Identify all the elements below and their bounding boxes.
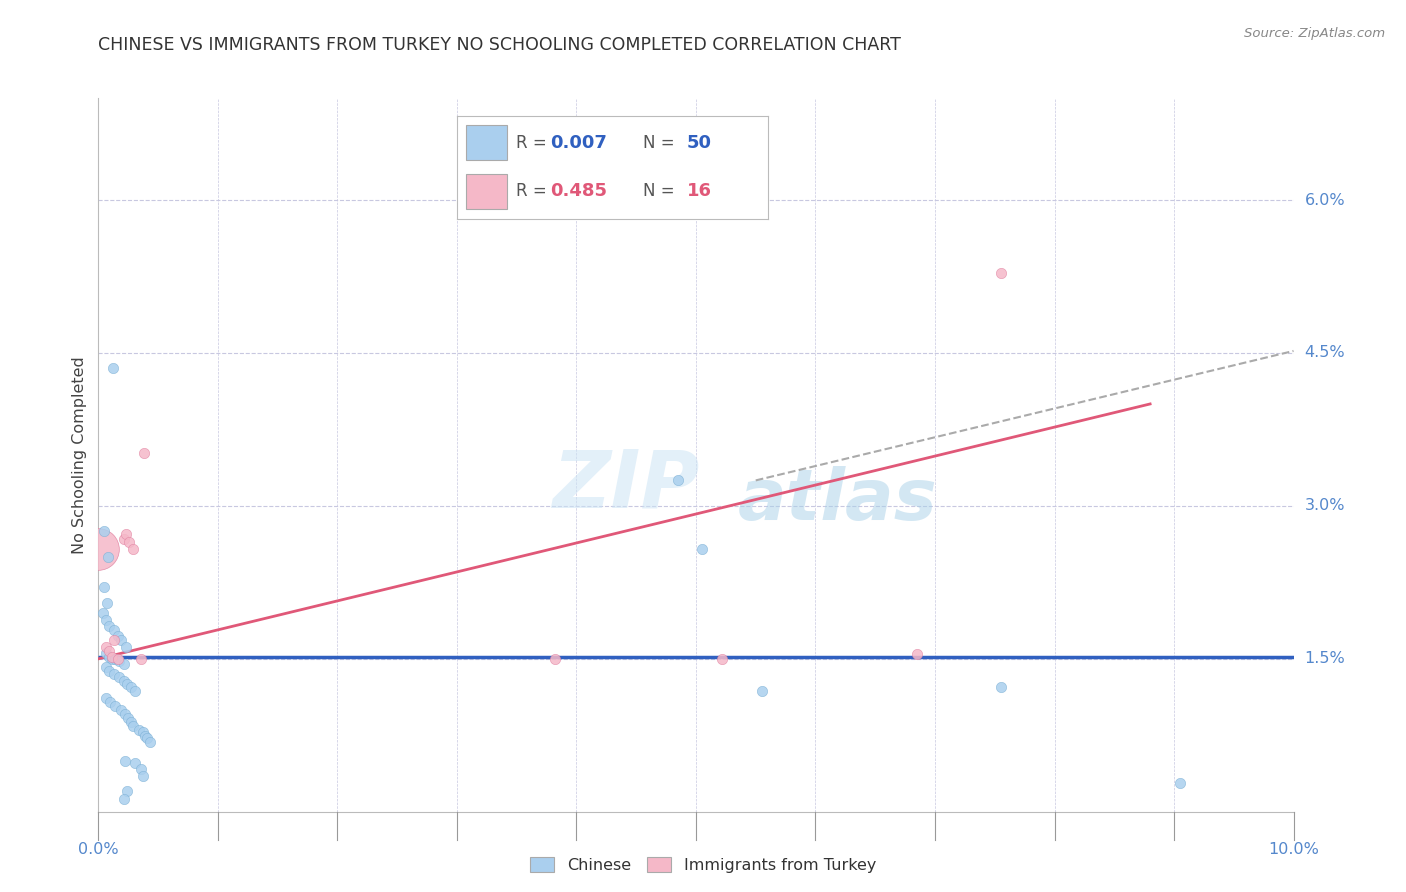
Point	[112, 674, 135, 689]
Text: 1.5%: 1.5%	[1305, 651, 1346, 666]
Text: 0.0%: 0.0%	[79, 842, 118, 857]
Point	[98, 649, 121, 664]
Point	[94, 613, 117, 627]
Text: CHINESE VS IMMIGRANTS FROM TURKEY NO SCHOOLING COMPLETED CORRELATION CHART: CHINESE VS IMMIGRANTS FROM TURKEY NO SCH…	[98, 36, 901, 54]
Point	[94, 690, 117, 705]
Point	[103, 667, 125, 681]
Point	[103, 633, 125, 648]
Text: atlas: atlas	[738, 467, 938, 535]
Point	[122, 719, 145, 733]
Point	[103, 624, 125, 638]
Point	[132, 446, 155, 460]
Point	[104, 652, 127, 666]
Point	[87, 541, 110, 556]
Point	[711, 652, 734, 666]
Point	[905, 647, 928, 661]
Point	[544, 652, 567, 666]
Point	[110, 703, 132, 717]
Point	[990, 681, 1012, 695]
Point	[131, 769, 153, 783]
Point	[115, 527, 138, 541]
Point	[107, 629, 129, 643]
Text: 3.0%: 3.0%	[1305, 499, 1346, 514]
Point	[112, 792, 135, 806]
Point	[97, 549, 120, 564]
Point	[98, 695, 122, 709]
Y-axis label: No Schooling Completed: No Schooling Completed	[72, 356, 87, 554]
Point	[131, 762, 153, 776]
Point	[117, 711, 139, 725]
Point	[134, 729, 156, 743]
Point	[690, 541, 713, 556]
Point	[120, 714, 142, 729]
Text: ZIP: ZIP	[553, 447, 700, 524]
Point	[107, 670, 129, 684]
Text: 4.5%: 4.5%	[1305, 345, 1346, 360]
Point	[124, 756, 146, 770]
Point	[98, 619, 121, 633]
Point	[1168, 776, 1191, 790]
Point	[101, 361, 124, 376]
Point	[666, 474, 689, 488]
Point	[96, 596, 118, 610]
Point	[128, 723, 150, 738]
Point	[118, 534, 141, 549]
Point	[115, 677, 138, 691]
Legend: Chinese, Immigrants from Turkey: Chinese, Immigrants from Turkey	[523, 851, 883, 880]
Point	[100, 649, 122, 664]
Point	[112, 657, 135, 671]
Point	[122, 541, 145, 556]
Point	[110, 633, 132, 648]
Point	[139, 735, 162, 749]
Point	[98, 643, 121, 657]
Point	[107, 652, 129, 666]
Point	[100, 652, 122, 666]
Point	[115, 640, 138, 654]
Point	[93, 581, 115, 595]
Point	[93, 524, 115, 539]
Point	[115, 784, 138, 798]
Point	[124, 684, 146, 698]
Point	[751, 684, 773, 698]
Point	[98, 664, 121, 678]
Point	[120, 681, 142, 695]
Text: Source: ZipAtlas.com: Source: ZipAtlas.com	[1244, 27, 1385, 40]
Point	[94, 640, 117, 654]
Point	[114, 706, 136, 721]
Point	[94, 660, 117, 674]
Point	[990, 267, 1012, 281]
Point	[104, 698, 127, 713]
Point	[112, 532, 135, 546]
Point	[107, 654, 129, 668]
Text: 6.0%: 6.0%	[1305, 193, 1346, 208]
Point	[136, 731, 159, 746]
Text: 10.0%: 10.0%	[1268, 842, 1319, 857]
Point	[131, 652, 153, 666]
Point	[131, 725, 153, 739]
Point	[114, 754, 136, 768]
Point	[94, 646, 117, 660]
Point	[91, 606, 114, 620]
